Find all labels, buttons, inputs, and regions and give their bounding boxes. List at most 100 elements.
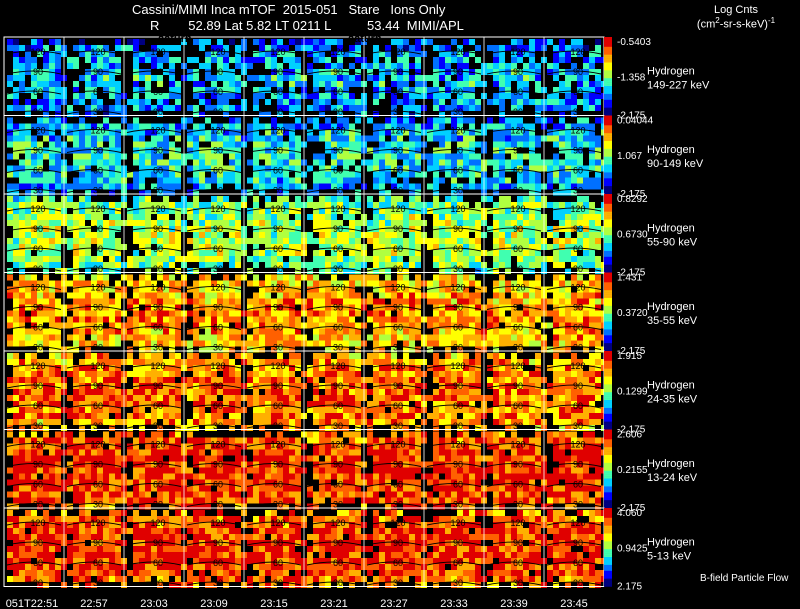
heat-cell	[397, 298, 403, 305]
heat-cell	[49, 214, 55, 220]
heat-cell	[529, 159, 535, 166]
heat-cell	[331, 322, 337, 329]
heat-cell	[133, 377, 139, 383]
heat-cell	[427, 316, 433, 323]
heat-cell	[433, 105, 439, 111]
heat-cell	[493, 99, 499, 105]
heat-cell	[463, 39, 469, 45]
contour-label: 60	[333, 166, 343, 176]
heat-cell	[499, 214, 505, 220]
contour-line	[186, 286, 242, 290]
heat-cell	[91, 220, 97, 226]
heat-cell	[91, 371, 97, 377]
colorbar-segment	[604, 292, 612, 295]
heat-cell	[385, 250, 391, 256]
heat-cell	[139, 298, 145, 305]
heat-cell	[295, 322, 301, 329]
heat-cell	[403, 268, 409, 274]
heat-cell	[397, 153, 403, 160]
heat-cell	[145, 280, 151, 287]
contour-line	[126, 50, 182, 55]
heat-cell	[187, 425, 193, 431]
heat-cell	[37, 123, 43, 130]
heat-cell	[289, 153, 295, 160]
heat-cell	[109, 250, 115, 256]
heat-cell	[415, 304, 421, 311]
heat-cell	[355, 310, 361, 317]
contour-label: 90	[153, 224, 163, 234]
heat-cell	[379, 298, 385, 305]
heat-cell	[151, 93, 157, 99]
heat-cell	[469, 328, 475, 335]
heat-cell	[49, 129, 55, 136]
heat-cell	[535, 208, 541, 214]
colorbar-segment	[604, 52, 612, 55]
heat-cell	[517, 123, 523, 130]
heat-cell	[19, 238, 25, 244]
heat-cell	[175, 304, 181, 311]
heat-cell	[397, 262, 403, 268]
heat-cell	[505, 238, 511, 244]
heat-cell	[247, 304, 253, 311]
heat-cell	[151, 365, 157, 371]
heat-cell	[91, 425, 97, 431]
heat-cell	[535, 87, 541, 93]
heat-cell	[97, 316, 103, 323]
heat-cell	[43, 413, 49, 419]
heat-cell	[163, 286, 169, 293]
heat-cell	[511, 304, 517, 311]
heat-cell	[391, 292, 397, 299]
heat-cell	[115, 334, 121, 341]
heat-cell	[427, 280, 433, 287]
heat-cell	[187, 359, 193, 365]
heat-cell	[115, 177, 121, 184]
heat-cell	[457, 322, 463, 329]
heat-cell	[457, 45, 463, 51]
heat-cell	[499, 238, 505, 244]
heat-cell	[187, 117, 193, 124]
contour-label: 90	[213, 224, 223, 234]
heat-cell	[175, 256, 181, 262]
heat-cell	[55, 419, 61, 425]
heat-cell	[79, 99, 85, 105]
heat-cell	[313, 51, 319, 57]
heat-cell	[277, 274, 283, 281]
heat-cell	[277, 87, 283, 93]
heat-cell	[583, 183, 589, 190]
heat-cell	[589, 63, 595, 69]
heat-cell	[529, 286, 535, 293]
heat-cell	[235, 45, 241, 51]
heat-cell	[385, 220, 391, 226]
heat-cell	[337, 63, 343, 69]
heat-cell	[439, 111, 445, 117]
heat-cell	[445, 238, 451, 244]
heat-cell	[199, 153, 205, 160]
heat-cell	[391, 159, 397, 166]
contour-line	[186, 207, 242, 212]
heat-cell	[463, 232, 469, 238]
heat-cell	[223, 407, 229, 413]
heat-cell	[103, 377, 109, 383]
heat-cell	[277, 63, 283, 69]
contour-label: 90	[393, 224, 403, 234]
heat-cell	[199, 232, 205, 238]
heat-cell	[91, 413, 97, 419]
heat-cell	[217, 322, 223, 329]
heat-cell	[115, 407, 121, 413]
heat-cell	[583, 280, 589, 287]
contour-label: 120	[270, 204, 285, 214]
heat-cell	[13, 250, 19, 256]
colorbar-segment	[604, 225, 612, 228]
heat-cell	[145, 159, 151, 166]
heat-cell	[157, 310, 163, 317]
heat-cell	[511, 226, 517, 232]
heat-cell	[577, 147, 583, 154]
heat-cell	[355, 298, 361, 305]
heat-cell	[133, 220, 139, 226]
heat-cell	[451, 316, 457, 323]
heat-cell	[67, 322, 73, 329]
heat-cell	[463, 99, 469, 105]
heat-cell	[343, 286, 349, 293]
heat-cell	[379, 310, 385, 317]
heat-cell	[445, 165, 451, 172]
